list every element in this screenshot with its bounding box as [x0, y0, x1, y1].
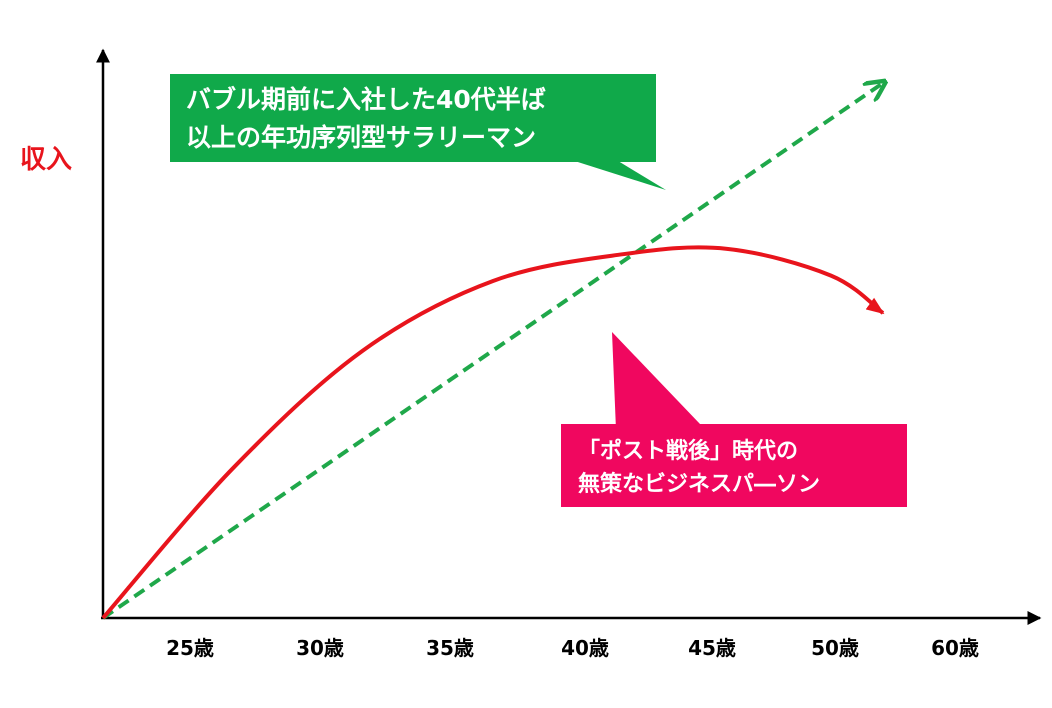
red-series-curve: [101, 245, 885, 620]
pink-callout-box: [561, 424, 907, 507]
green-callout-line2: 以上の年功序列型サラリーマン: [186, 123, 536, 152]
x-tick-label: 35歳: [426, 636, 474, 660]
x-tick-label: 50歳: [811, 636, 859, 660]
x-tick-label: 45歳: [688, 636, 736, 660]
green-callout: バブル期前に入社した40代半ば 以上の年功序列型サラリーマン: [170, 74, 666, 190]
green-dashed-series-line: [101, 83, 883, 620]
pink-callout-line2: 無策なビジネスパ―ソン: [578, 471, 820, 497]
green-callout-line1: バブル期前に入社した40代半ば: [186, 85, 546, 114]
green-callout-box: [170, 74, 656, 162]
x-tick-label: 40歳: [561, 636, 609, 660]
pink-callout: 「ポスト戦後」時代の 無策なビジネスパ―ソン: [561, 332, 907, 507]
y-axis-label: 収入: [20, 145, 72, 175]
series-lines: [101, 83, 885, 620]
x-tick-labels: 25歳 30歳 35歳 40歳 45歳 50歳 60歳: [166, 636, 979, 660]
x-tick-label: 25歳: [166, 636, 214, 660]
pink-callout-pointer: [612, 332, 700, 430]
x-tick-label: 30歳: [296, 636, 344, 660]
x-tick-label: 60歳: [931, 636, 979, 660]
pink-callout-line1: 「ポスト戦後」時代の: [578, 438, 798, 464]
